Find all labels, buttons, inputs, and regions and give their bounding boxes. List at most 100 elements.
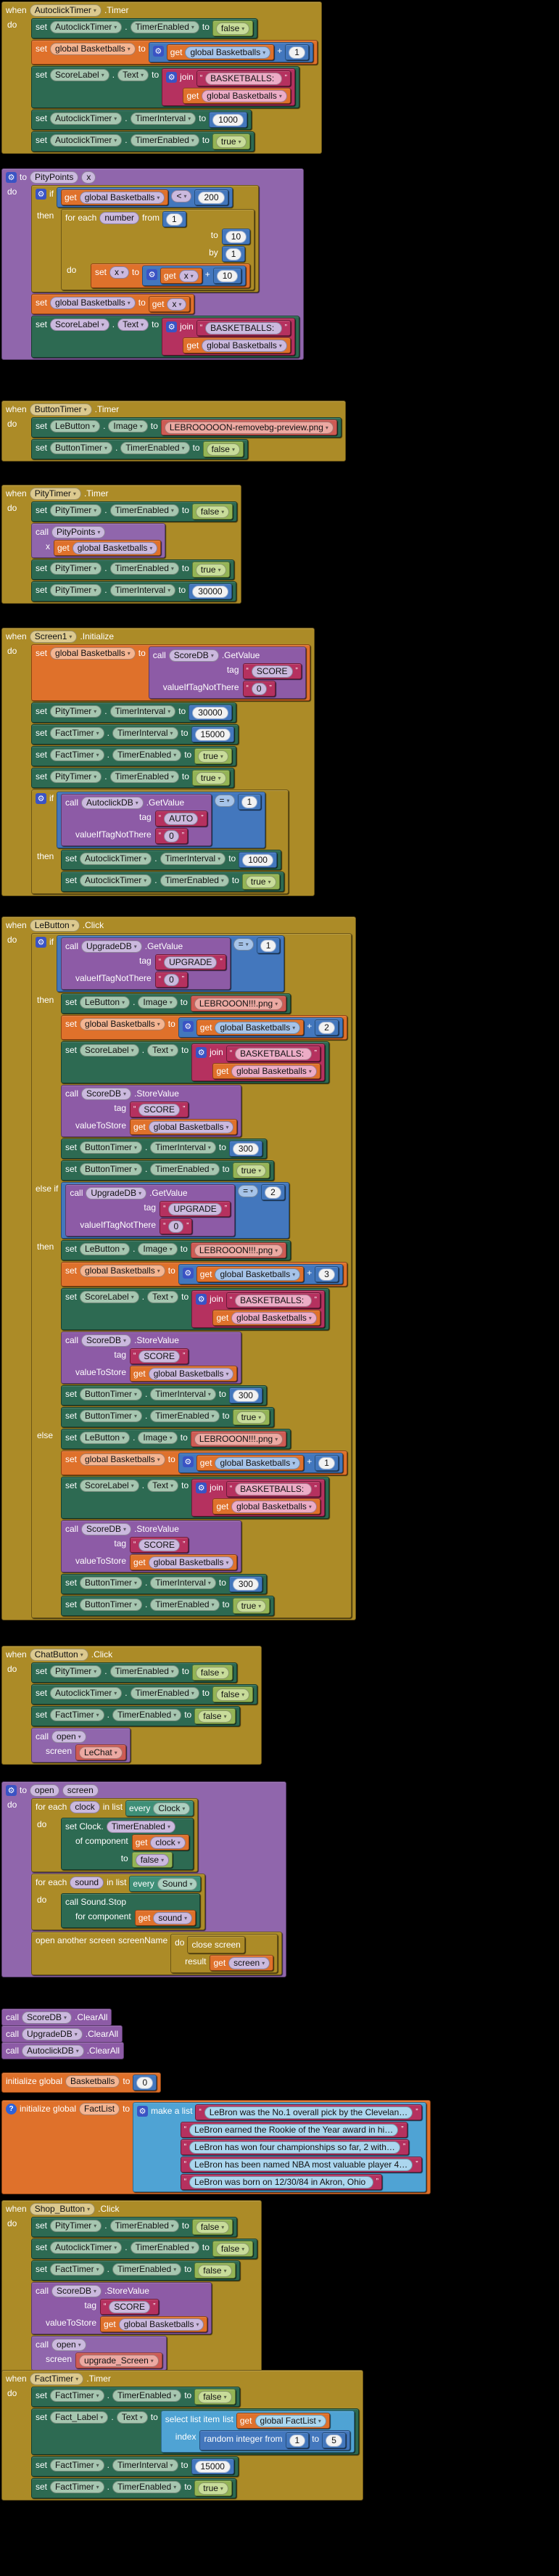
block-tinydb[interactable]: call ScoreDB ▾ .StoreValue tag “SCORE” valueTo… (61, 1085, 242, 1137)
number-input[interactable]: 300 (232, 1390, 259, 1402)
block-text[interactable]: “ LeBron was born on 12/30/84 in Akron, O… (180, 2174, 382, 2190)
dropdown-text[interactable]: Text ▾ (117, 69, 149, 81)
block-text[interactable]: “ 0 ” (154, 972, 189, 988)
dropdown-sound[interactable]: sound ▾ (153, 1912, 193, 1924)
block-var[interactable]: set global Basketballs ▾ to get x ▾ (31, 294, 195, 314)
block-every[interactable]: every Clock ▾ (125, 1800, 194, 1816)
block-logic[interactable]: false ▾ (212, 20, 254, 36)
dropdown-timerenabled[interactable]: TimerEnabled ▾ (150, 1163, 220, 1176)
dropdown-sound[interactable]: Sound ▾ (157, 1878, 198, 1890)
dropdown-true[interactable]: true ▾ (198, 750, 228, 763)
dropdown-global-basketballs[interactable]: global Basketballs ▾ (231, 1501, 317, 1513)
dropdown-global-basketballs[interactable]: global Basketballs ▾ (202, 340, 287, 352)
dropdown-false[interactable]: false ▾ (215, 1689, 250, 1701)
dropdown-true[interactable]: true ▾ (236, 1411, 267, 1424)
dropdown-scorelabel[interactable]: ScoreLabel ▾ (80, 1044, 139, 1057)
block-text[interactable]: ⚙ join “BASKETBALLS: ” get global Basketball… (191, 1043, 325, 1081)
dropdown-timerinterval[interactable]: TimerInterval ▾ (109, 705, 176, 718)
dropdown-lebutton[interactable]: LeButton ▾ (50, 420, 101, 432)
dropdown-scorelabel[interactable]: ScoreLabel ▾ (80, 1480, 139, 1492)
string-value[interactable]: 0 (164, 974, 179, 986)
block-asset[interactable]: LEBROOON!!!.png ▾ (190, 996, 287, 1012)
block-setter[interactable]: set PityTimer ▾. TimerInterval ▾ to 30000 (31, 581, 236, 602)
block-var[interactable]: get screen ▾ (210, 1955, 274, 1971)
block-control[interactable]: for each number from 1 to 10 by 1 do set x ▾ to ⚙ get x… (61, 209, 255, 290)
block-text[interactable]: “ 0 ” (160, 1218, 193, 1234)
dropdown-false[interactable]: false ▾ (215, 2243, 250, 2255)
dropdown-global-basketballs[interactable]: global Basketballs ▾ (231, 1312, 317, 1324)
block-text[interactable]: “ BASKETBALLS: ” (225, 1481, 320, 1497)
block-setter[interactable]: set LeButton ▾. Image ▾ to LEBROOON!!!.png ▾ (61, 1240, 291, 1260)
block-setter[interactable]: set ButtonTimer ▾. TimerEnabled ▾ to true ▾ (61, 1160, 275, 1181)
number-input[interactable]: 1000 (242, 854, 273, 866)
dropdown-facttimer[interactable]: FactTimer ▾ (50, 2459, 104, 2472)
block-math[interactable]: 1 (162, 211, 186, 227)
dropdown-pitytimer[interactable]: PityTimer ▾ (50, 562, 102, 575)
dropdown-screen1[interactable]: Screen1 ▾ (29, 631, 78, 643)
block-logic[interactable]: true ▾ (241, 874, 280, 890)
call-scoredb-clearall[interactable]: call ScoreDB ▾ .ClearAll (1, 2009, 112, 2026)
init-global-basketballs[interactable]: initialize global Basketballs to 0 (1, 2072, 162, 2093)
dropdown-scoredb[interactable]: ScoreDB ▾ (81, 1088, 132, 1100)
block-text[interactable]: ⚙ join “BASKETBALLS: ” get global Basketball… (162, 68, 295, 106)
dropdown-facttimer[interactable]: FactTimer ▾ (50, 749, 104, 761)
dropdown-timerenabled[interactable]: TimerEnabled ▾ (130, 21, 199, 33)
block-logic[interactable]: true ▾ (212, 134, 250, 149)
name-pill-pitypoints[interactable]: PityPoints (30, 171, 79, 184)
dropdown-false[interactable]: false ▾ (198, 1710, 232, 1723)
name-pill-basketballs[interactable]: Basketballs (65, 2075, 120, 2088)
dropdown-timerinterval[interactable]: TimerInterval ▾ (160, 853, 226, 865)
mutator-gear-icon[interactable]: ⚙ (182, 1021, 194, 1032)
dropdown-timerinterval[interactable]: TimerInterval ▾ (109, 584, 176, 596)
dropdown-clock[interactable]: Clock ▾ (153, 1802, 191, 1815)
dropdown-image[interactable]: Image ▾ (138, 1243, 178, 1255)
block-math[interactable]: 10 (221, 229, 251, 245)
dropdown-true[interactable]: true ▾ (236, 1165, 267, 1177)
dropdown-pitytimer[interactable]: PityTimer ▾ (50, 2220, 102, 2232)
dropdown-pitytimer[interactable]: PityTimer ▾ (50, 1665, 102, 1678)
dropdown-autoclicktimer[interactable]: AutoclickTimer ▾ (50, 1687, 123, 1699)
dropdown-true[interactable]: true ▾ (245, 876, 276, 888)
dropdown-true[interactable]: true ▾ (215, 136, 247, 148)
dropdown-timerenabled[interactable]: TimerEnabled ▾ (160, 874, 229, 887)
dropdown-autoclicktimer[interactable]: AutoclickTimer ▾ (50, 112, 123, 125)
block-stack[interactable]: ⚙ to PityPoints x do ⚙ if get global Basketballs… (1, 168, 304, 360)
block-tinydb[interactable]: call ScoreDB ▾ .StoreValue tag “SCORE” valueTo… (61, 1332, 242, 1384)
block-setter[interactable]: set ButtonTimer ▾. TimerInterval ▾ to 300 (61, 1385, 267, 1406)
number-input[interactable]: 15000 (194, 2461, 231, 2473)
number-input[interactable]: 300 (232, 1143, 259, 1155)
block-text[interactable]: “ LeBron has been named NBA most valuable… (180, 2157, 422, 2173)
dropdown-item[interactable]: = ▾ (214, 795, 235, 807)
block-logic[interactable]: false ▾ (191, 1665, 233, 1681)
dropdown-x[interactable]: x ▾ (109, 266, 130, 279)
dropdown-lebutton[interactable]: LeButton ▾ (29, 919, 80, 932)
number-input[interactable]: 1 (289, 2435, 306, 2447)
block-setter[interactable]: set PityTimer ▾. TimerEnabled ▾ to true ▾ (31, 768, 234, 788)
block-var[interactable]: get x ▾ (160, 268, 202, 284)
dropdown-buttontimer[interactable]: ButtonTimer ▾ (80, 1141, 142, 1154)
dropdown-shop-button[interactable]: Shop_Button ▾ (29, 2203, 96, 2215)
mutator-gear-icon[interactable]: ⚙ (166, 321, 178, 332)
block-var[interactable]: set global Basketballs ▾ to ⚙ get global Baske… (61, 1451, 347, 1475)
block-logic[interactable]: false ▾ (202, 441, 244, 457)
block-math[interactable]: 1 (285, 2432, 310, 2448)
block-var[interactable]: get global Basketballs ▾ (166, 44, 275, 60)
dropdown-false[interactable]: false ▾ (195, 1667, 230, 1679)
when-buttontimer-timer[interactable]: when ButtonTimer ▾ .Timer do set LeButton ▾. Ima… (1, 401, 346, 462)
dropdown-fact-label[interactable]: Fact_Label ▾ (50, 2411, 109, 2424)
string-value[interactable]: SCORE (109, 2301, 151, 2313)
block-text[interactable]: ⚙ join “BASKETBALLS: ” get global Basketball… (191, 1479, 325, 1517)
dropdown-timerinterval[interactable]: TimerInterval ▾ (150, 1577, 216, 1589)
dropdown-timerenabled[interactable]: TimerEnabled ▾ (130, 2241, 199, 2254)
block-var[interactable]: get global Basketballs ▾ (130, 1119, 238, 1135)
string-value[interactable]: BASKETBALLS: (235, 1048, 312, 1060)
block-setter[interactable]: set FactTimer ▾. TimerInterval ▾ to 15000 (31, 2456, 239, 2477)
block-math[interactable]: 30000 (189, 705, 232, 721)
dropdown-lebutton[interactable]: LeButton ▾ (80, 996, 131, 1009)
string-value[interactable]: SCORE (251, 665, 293, 678)
block-setter[interactable]: set AutoclickTimer ▾. TimerEnabled ▾ to false ▾ (31, 18, 258, 38)
block-stack[interactable]: when LeButton ▾ .Click do ⚙ if call UpgradeDB ▾ .G… (1, 916, 356, 1620)
block-asset[interactable]: upgrade_Screen ▾ (75, 2353, 162, 2368)
block-text[interactable]: “ SCORE ” (130, 1537, 189, 1553)
block-var[interactable]: get global Basketballs ▾ (183, 88, 291, 104)
